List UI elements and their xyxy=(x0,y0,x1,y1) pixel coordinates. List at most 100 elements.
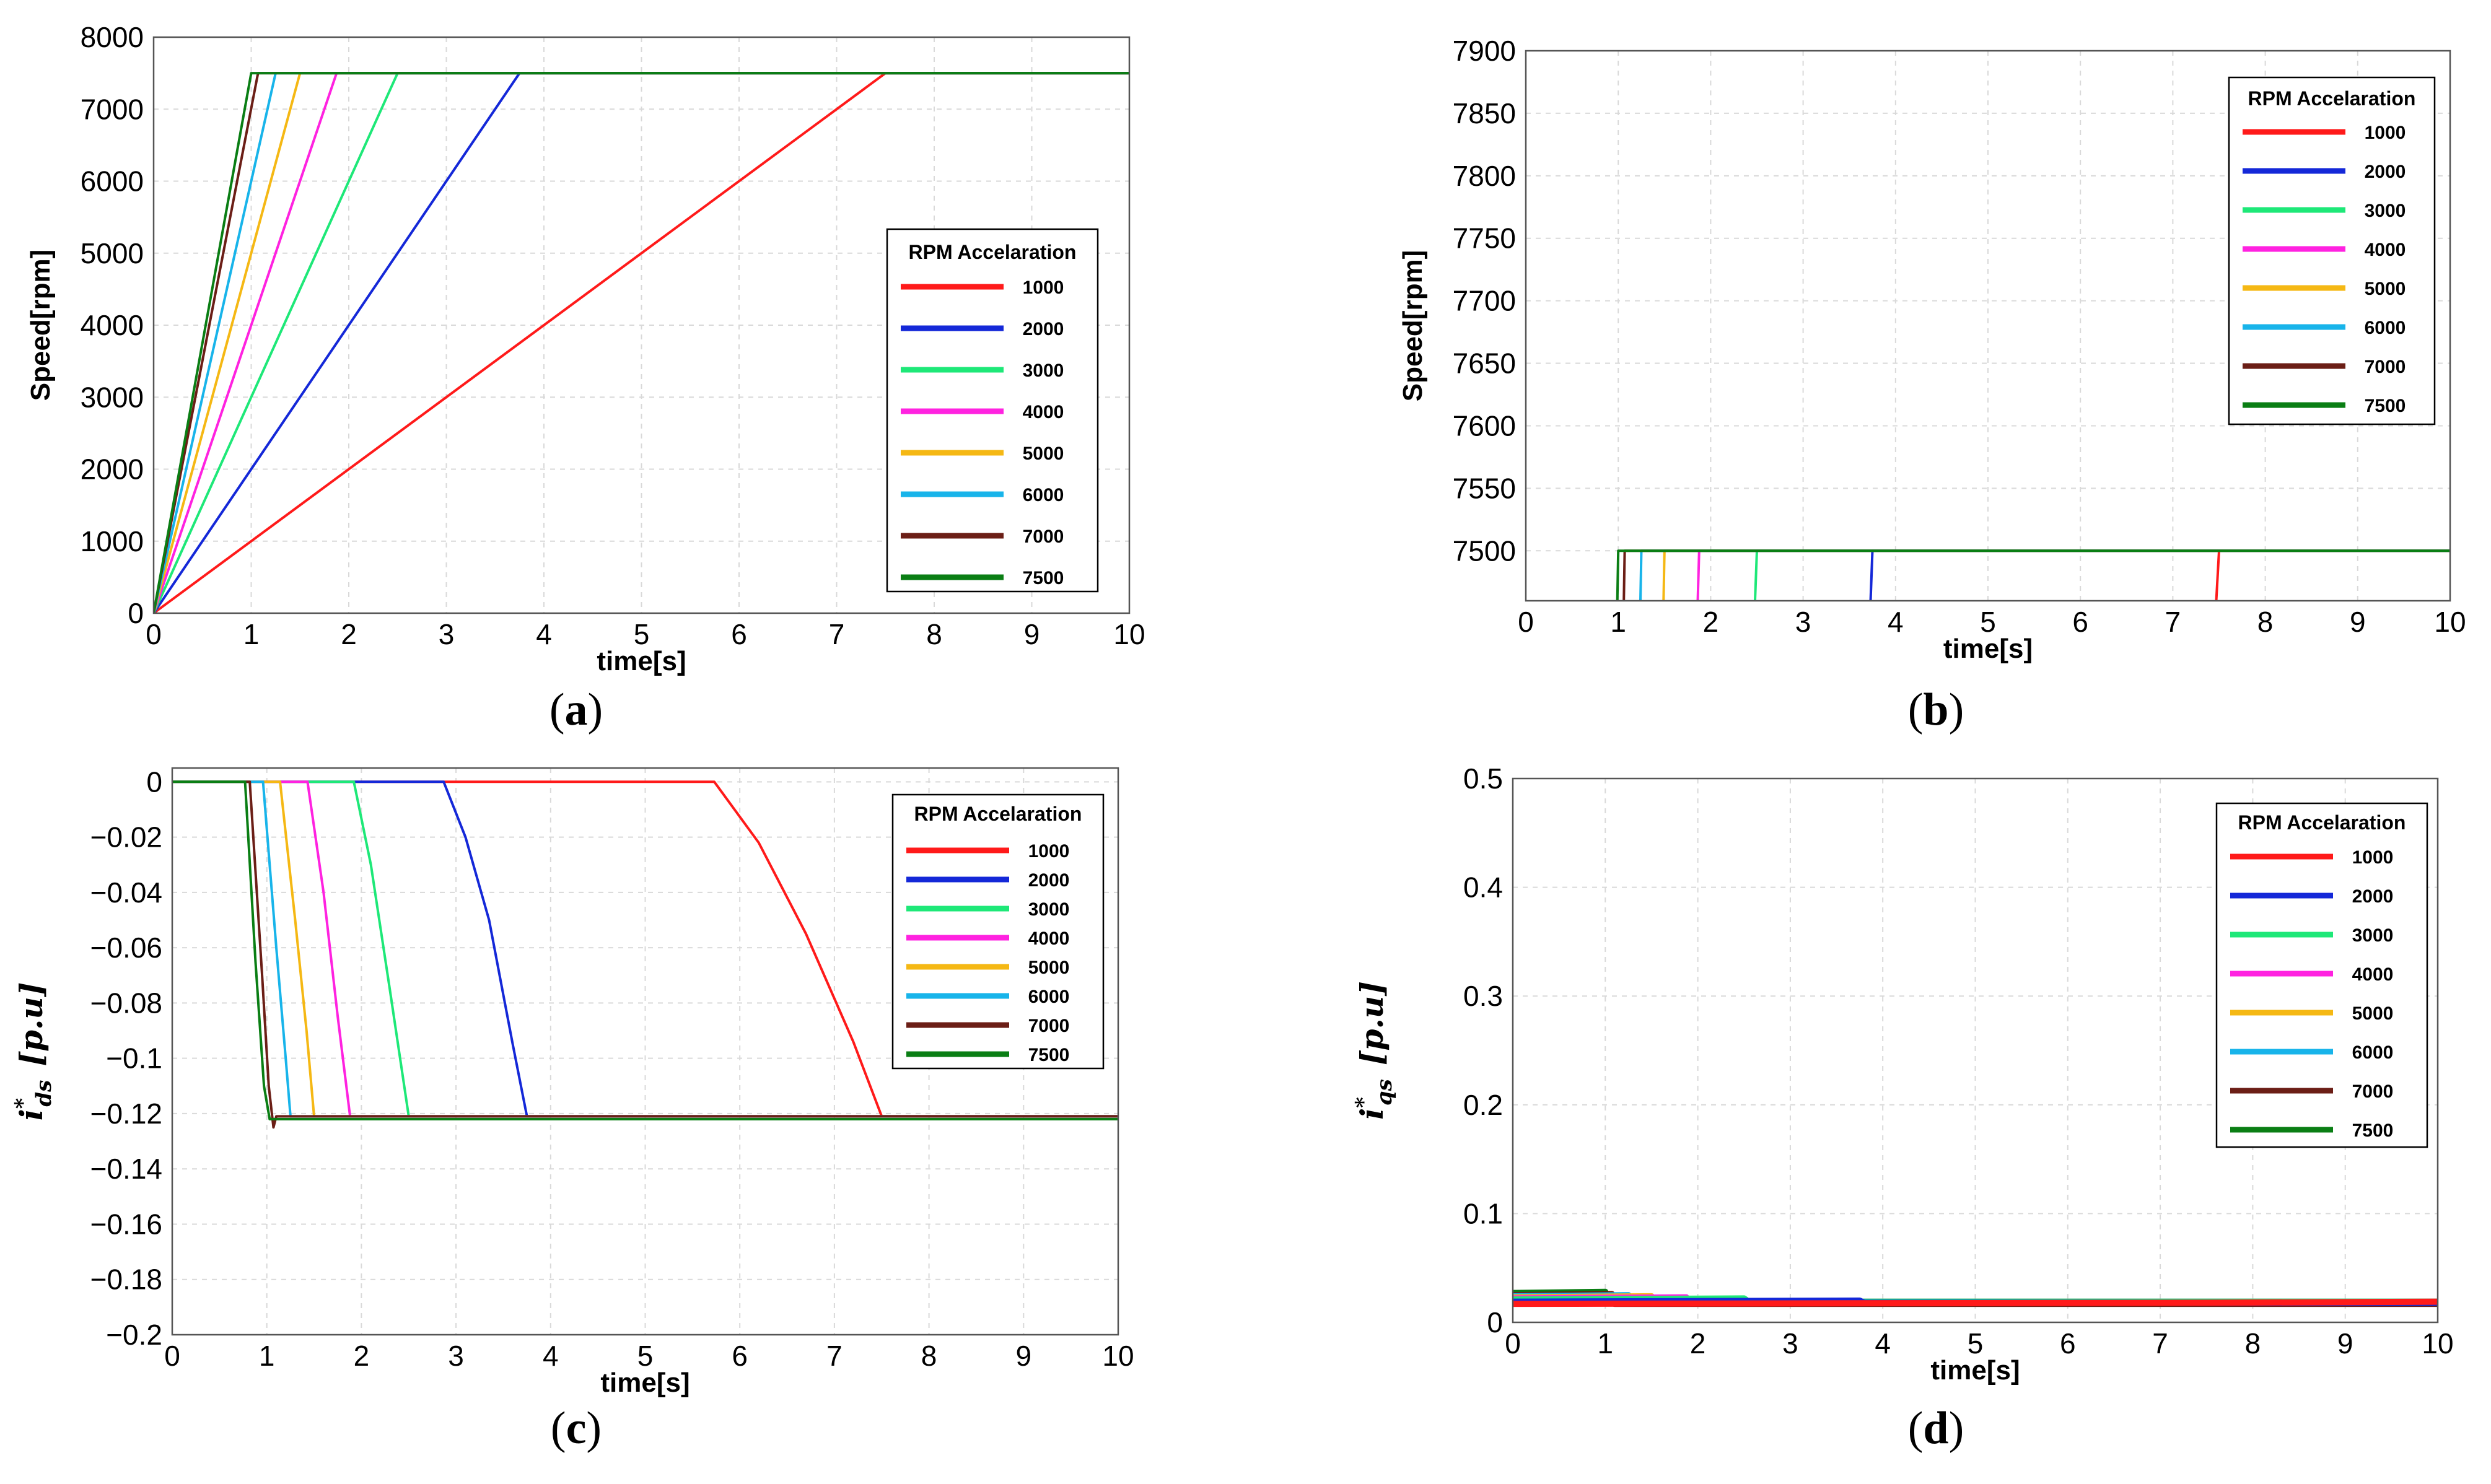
y-tick-label: 7000 xyxy=(81,93,144,125)
x-tick-label: 2 xyxy=(341,618,357,650)
y-axis-label: i*qs [p.u] xyxy=(1351,981,1397,1120)
y-axis-label: i*ds [p.u] xyxy=(11,982,56,1121)
panel-label-open: ( xyxy=(551,1403,566,1454)
series-line-7500 xyxy=(154,72,1129,613)
y-axis-label: Speed[rpm] xyxy=(1398,250,1428,401)
x-tick-label: 3 xyxy=(1795,606,1811,638)
x-tick-label: 1 xyxy=(1598,1327,1614,1360)
x-tick-label: 9 xyxy=(2337,1327,2353,1360)
y-tick-label: 4000 xyxy=(81,309,144,341)
x-tick-label: 10 xyxy=(1102,1340,1134,1372)
panel-label: (c) xyxy=(551,1403,602,1454)
y-tick-label: 7550 xyxy=(1453,472,1516,504)
x-tick-label: 0 xyxy=(146,618,162,650)
y-tick-label: 7600 xyxy=(1453,409,1516,442)
x-tick-label: 0 xyxy=(164,1340,180,1372)
y-tick-label: 0 xyxy=(1487,1306,1503,1338)
legend-label-2000: 2000 xyxy=(2352,886,2394,907)
x-tick-label: 1 xyxy=(243,618,260,650)
y-tick-label: 7800 xyxy=(1453,160,1516,192)
y-tick-label: 7750 xyxy=(1453,222,1516,255)
legend-label-7500: 7500 xyxy=(1028,1045,1070,1065)
panel-label-letter: d xyxy=(1923,1403,1948,1454)
legend-label-5000: 5000 xyxy=(1028,958,1070,978)
x-tick-label: 10 xyxy=(2422,1327,2453,1360)
x-tick-label: 3 xyxy=(439,618,455,650)
y-tick-label: 0 xyxy=(146,766,162,798)
legend-label-7500: 7500 xyxy=(1023,568,1064,588)
x-tick-label: 1 xyxy=(259,1340,275,1372)
legend: RPM Accelaration 1000 2000 3000 4000 5000 6000… xyxy=(2228,76,2436,426)
y-label-superscript: * xyxy=(1351,1097,1376,1108)
series-line-4000 xyxy=(1696,549,2450,601)
legend-label-5000: 5000 xyxy=(1023,443,1064,464)
legend-label-5000: 5000 xyxy=(2365,279,2406,299)
series-line-5000 xyxy=(1662,549,2450,601)
panel-label-open: ( xyxy=(1908,1403,1924,1454)
legend-label-6000: 6000 xyxy=(2365,318,2406,338)
x-tick-label: 5 xyxy=(634,618,650,650)
x-tick-label: 7 xyxy=(829,618,845,650)
legend-label-3000: 3000 xyxy=(2352,925,2394,946)
series-line-2000 xyxy=(1869,549,2450,601)
panel-label-letter: c xyxy=(566,1403,587,1454)
x-tick-label: 3 xyxy=(1782,1327,1798,1360)
legend-label-6000: 6000 xyxy=(1028,987,1070,1007)
y-tick-label: −0.04 xyxy=(90,876,162,909)
chart-b: 0 1 2 3 4 5 6 7 8 9 10 7500 7550 7600 7650 7700 7750 7800… xyxy=(1398,35,2466,735)
y-label-symbol: i xyxy=(1354,1108,1390,1120)
x-axis-label: time[s] xyxy=(597,646,686,676)
y-tick-label: −0.16 xyxy=(90,1208,162,1240)
legend-label-3000: 3000 xyxy=(2365,201,2406,221)
panel-label-letter: b xyxy=(1923,684,1948,735)
legend-label-7500: 7500 xyxy=(2365,396,2406,416)
series-line-1000 xyxy=(1513,1298,2438,1307)
legend-label-7000: 7000 xyxy=(1028,1016,1070,1036)
legend-label-2000: 2000 xyxy=(1023,319,1064,339)
legend-label-3000: 3000 xyxy=(1023,360,1064,381)
legend-title: RPM Accelaration xyxy=(914,803,1082,825)
x-tick-label: 3 xyxy=(448,1340,464,1372)
x-tick-label: 10 xyxy=(1113,618,1145,650)
y-tick-label: 3000 xyxy=(81,381,144,413)
legend-label-6000: 6000 xyxy=(2352,1042,2394,1063)
panel-label: (a) xyxy=(549,684,603,735)
y-tick-label: 0.1 xyxy=(1463,1197,1503,1229)
x-tick-label: 0 xyxy=(1518,606,1534,638)
y-tick-label: 5000 xyxy=(81,237,144,269)
legend-label-1000: 1000 xyxy=(2352,847,2394,868)
y-label-unit: [p.u] xyxy=(1354,981,1390,1065)
panel-label: (d) xyxy=(1908,1403,1964,1454)
x-tick-label: 0 xyxy=(1505,1327,1521,1360)
series-line-6000 xyxy=(1639,549,2450,601)
y-tick-label: 1000 xyxy=(81,525,144,557)
y-tick-label: 7700 xyxy=(1453,285,1516,317)
legend-label-7000: 7000 xyxy=(2352,1081,2394,1102)
series-group xyxy=(154,72,1129,613)
legend-label-4000: 4000 xyxy=(2352,964,2394,985)
y-tick-label: 7500 xyxy=(1453,535,1516,567)
x-tick-label: 7 xyxy=(2165,606,2181,638)
chart-d: 0 1 2 3 4 5 6 7 8 9 10 0 0.1 0.2 0.3 0.4 0.5 time[s] i*qs [… xyxy=(1351,762,2454,1454)
y-label-subscript: qs xyxy=(1372,1079,1397,1106)
x-tick-label: 10 xyxy=(2434,606,2466,638)
x-tick-label: 4 xyxy=(1875,1327,1891,1360)
y-tick-label: 7850 xyxy=(1453,97,1516,129)
legend-title: RPM Accelaration xyxy=(909,241,1077,263)
y-tick-label: 7900 xyxy=(1453,35,1516,67)
y-tick-label: 0 xyxy=(128,597,144,629)
y-tick-label: 0.3 xyxy=(1463,980,1503,1012)
series-line-3000 xyxy=(1754,549,2450,601)
legend-label-7000: 7000 xyxy=(2365,357,2406,377)
legend-label-5000: 5000 xyxy=(2352,1003,2394,1024)
series-line-1000 xyxy=(2215,549,2450,601)
series-group xyxy=(172,780,1118,1129)
x-tick-label: 5 xyxy=(637,1340,654,1372)
y-label-superscript: * xyxy=(11,1098,35,1109)
panel-label-open: ( xyxy=(549,684,565,735)
x-tick-label: 6 xyxy=(2060,1327,2076,1360)
y-tick-label: −0.06 xyxy=(90,932,162,964)
legend: RPM Accelaration 1000 2000 3000 4000 5000 6000… xyxy=(2215,802,2428,1148)
y-label-symbol: i xyxy=(13,1109,50,1120)
